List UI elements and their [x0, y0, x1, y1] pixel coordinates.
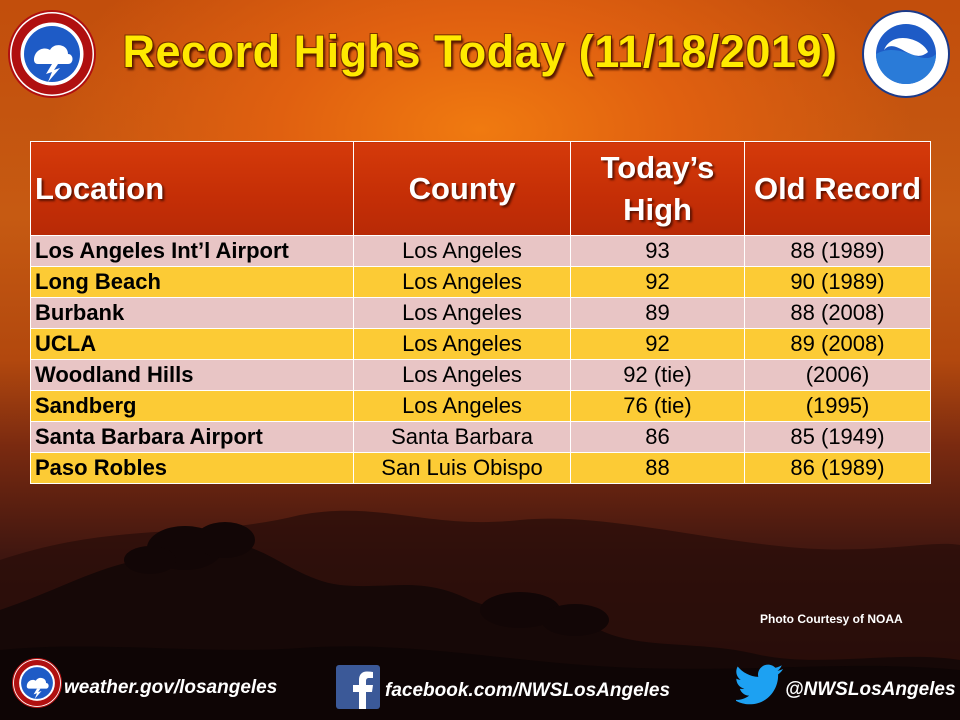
cell-county: Los Angeles: [353, 266, 571, 298]
header-old-record: Old Record: [744, 141, 931, 236]
cell-old-record: 89 (2008): [744, 328, 931, 360]
twitter-handle[interactable]: @NWSLosAngeles: [785, 679, 956, 700]
record-highs-table: Location County Today’s High Old Record …: [30, 141, 931, 484]
cell-location: Paso Robles: [30, 452, 354, 484]
cell-location: Los Angeles Int’l Airport: [30, 235, 354, 267]
cell-county: Los Angeles: [353, 297, 571, 329]
cell-county: Los Angeles: [353, 359, 571, 391]
cell-old-record: 88 (2008): [744, 297, 931, 329]
cell-todays-high: 76 (tie): [570, 390, 745, 422]
cell-todays-high: 88: [570, 452, 745, 484]
cell-county: Santa Barbara: [353, 421, 571, 453]
facebook-icon: [336, 665, 380, 709]
table-row: Sandberg Los Angeles 76 (tie) (1995): [30, 390, 931, 422]
cell-todays-high: 93: [570, 235, 745, 267]
header-todays-high: Today’s High: [570, 141, 745, 236]
cell-old-record: (1995): [744, 390, 931, 422]
cell-old-record: (2006): [744, 359, 931, 391]
cell-county: Los Angeles: [353, 390, 571, 422]
twitter-bird-icon: [736, 664, 783, 705]
cell-todays-high: 86: [570, 421, 745, 453]
cell-old-record: 88 (1989): [744, 235, 931, 267]
cell-county: Los Angeles: [353, 235, 571, 267]
header-location: Location: [30, 141, 354, 236]
cell-old-record: 90 (1989): [744, 266, 931, 298]
cell-todays-high: 92: [570, 328, 745, 360]
cell-todays-high: 92 (tie): [570, 359, 745, 391]
cell-county: Los Angeles: [353, 328, 571, 360]
photo-credit: Photo Courtesy of NOAA: [760, 612, 903, 626]
website-link[interactable]: weather.gov/losangeles: [64, 677, 278, 698]
table-row: Long Beach Los Angeles 92 90 (1989): [30, 266, 931, 298]
table-header-row: Location County Today’s High Old Record: [30, 141, 931, 236]
cell-location: Santa Barbara Airport: [30, 421, 354, 453]
table-row: Los Angeles Int’l Airport Los Angeles 93…: [30, 235, 931, 267]
noaa-logo-icon: [862, 10, 950, 98]
cell-location: Woodland Hills: [30, 359, 354, 391]
facebook-link[interactable]: facebook.com/NWSLosAngeles: [385, 680, 671, 701]
cell-location: Sandberg: [30, 390, 354, 422]
table-row: UCLA Los Angeles 92 89 (2008): [30, 328, 931, 360]
cell-old-record: 86 (1989): [744, 452, 931, 484]
table-row: Santa Barbara Airport Santa Barbara 86 8…: [30, 421, 931, 453]
cell-location: Burbank: [30, 297, 354, 329]
table-row: Burbank Los Angeles 89 88 (2008): [30, 297, 931, 329]
page-title: Record Highs Today (11/18/2019): [122, 26, 838, 77]
cell-location: UCLA: [30, 328, 354, 360]
cell-county: San Luis Obispo: [353, 452, 571, 484]
nws-logo-small-icon: [12, 658, 62, 708]
cell-location: Long Beach: [30, 266, 354, 298]
cell-old-record: 85 (1949): [744, 421, 931, 453]
nws-logo-icon: [8, 10, 96, 98]
header-county: County: [353, 141, 571, 236]
cell-todays-high: 89: [570, 297, 745, 329]
cell-todays-high: 92: [570, 266, 745, 298]
table-row: Woodland Hills Los Angeles 92 (tie) (200…: [30, 359, 931, 391]
table-row: Paso Robles San Luis Obispo 88 86 (1989): [30, 452, 931, 484]
